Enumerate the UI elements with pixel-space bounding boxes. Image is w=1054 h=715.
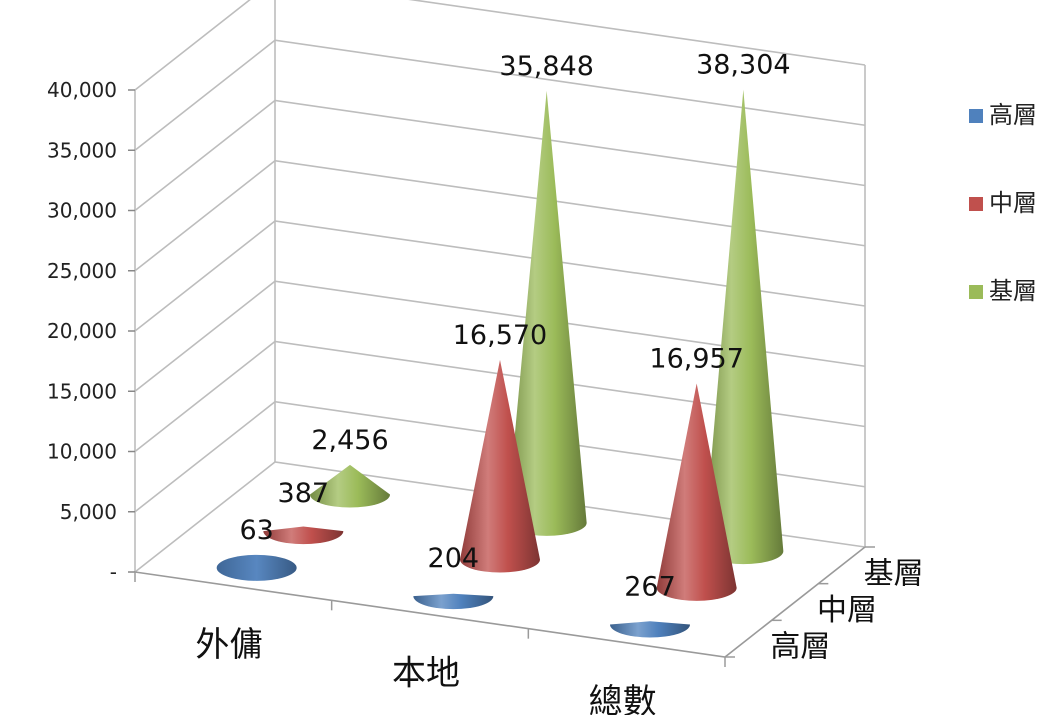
- cone-基層-本地: [506, 90, 587, 536]
- legend-swatch: [969, 285, 983, 299]
- y-tick-label: 30,000: [47, 199, 117, 223]
- y-tick-label: 15,000: [47, 379, 117, 403]
- data-label: 16,570: [453, 320, 547, 351]
- cone-基層-總數: [703, 89, 784, 565]
- data-label: 38,304: [696, 50, 790, 81]
- cone-body: [460, 359, 540, 573]
- plot-area: [216, 89, 784, 638]
- cone-中層-本地: [460, 359, 540, 573]
- cone-body: [506, 90, 587, 536]
- data-label: 63: [239, 515, 273, 546]
- gridline: [134, 0, 866, 91]
- cone-body: [703, 89, 784, 565]
- cone-body: [310, 464, 390, 508]
- category-label: 總數: [589, 682, 657, 715]
- chart-floor: [134, 546, 875, 667]
- cone-高層-外傭: [216, 554, 297, 581]
- cone-高層-本地: [413, 593, 494, 610]
- legend-label: 基層: [989, 277, 1037, 305]
- y-tick-label: 10,000: [47, 440, 117, 464]
- y-tick-label: -: [110, 560, 117, 584]
- chart-walls: [134, 0, 866, 573]
- data-label: 267: [624, 572, 676, 603]
- category-label: 外傭: [195, 625, 263, 665]
- cone-中層-外傭: [263, 526, 344, 545]
- y-tick-label: 40,000: [47, 78, 117, 102]
- y-tick-label: 5,000: [60, 500, 117, 524]
- data-label: 35,848: [499, 51, 593, 82]
- data-label: 387: [278, 478, 330, 509]
- depth-label: 高層: [770, 630, 830, 665]
- y-tick-label: 25,000: [47, 259, 117, 283]
- legend-swatch: [969, 197, 983, 211]
- cone-中層-總數: [656, 383, 737, 601]
- y-tick-label: 20,000: [47, 319, 117, 343]
- category-label: 本地: [392, 654, 460, 694]
- cone-高層-總數: [610, 621, 690, 638]
- cone-body: [263, 526, 344, 545]
- cone-基層-外傭: [310, 464, 390, 508]
- cone-body: [610, 621, 690, 638]
- cone-body: [656, 383, 737, 601]
- legend-label: 中層: [989, 189, 1037, 217]
- depth-label: 基層: [864, 556, 924, 591]
- legend-label: 高層: [989, 101, 1037, 129]
- y-tick-label: 35,000: [47, 138, 117, 162]
- legend-swatch: [969, 109, 983, 123]
- gridline: [134, 99, 866, 212]
- data-labels: 2,456 35,848 38,304 387 16,570 16,957 63 204 267: [239, 50, 790, 603]
- data-label: 2,456: [311, 425, 388, 456]
- y-axis: - 5,000 10,000 15,000 20,000 25,000 30,000 35,0…: [47, 78, 135, 584]
- cone-base: [216, 554, 297, 581]
- cone-body: [413, 593, 494, 610]
- data-label: 16,957: [649, 344, 743, 375]
- depth-label: 中層: [817, 593, 877, 628]
- data-label: 204: [428, 543, 480, 574]
